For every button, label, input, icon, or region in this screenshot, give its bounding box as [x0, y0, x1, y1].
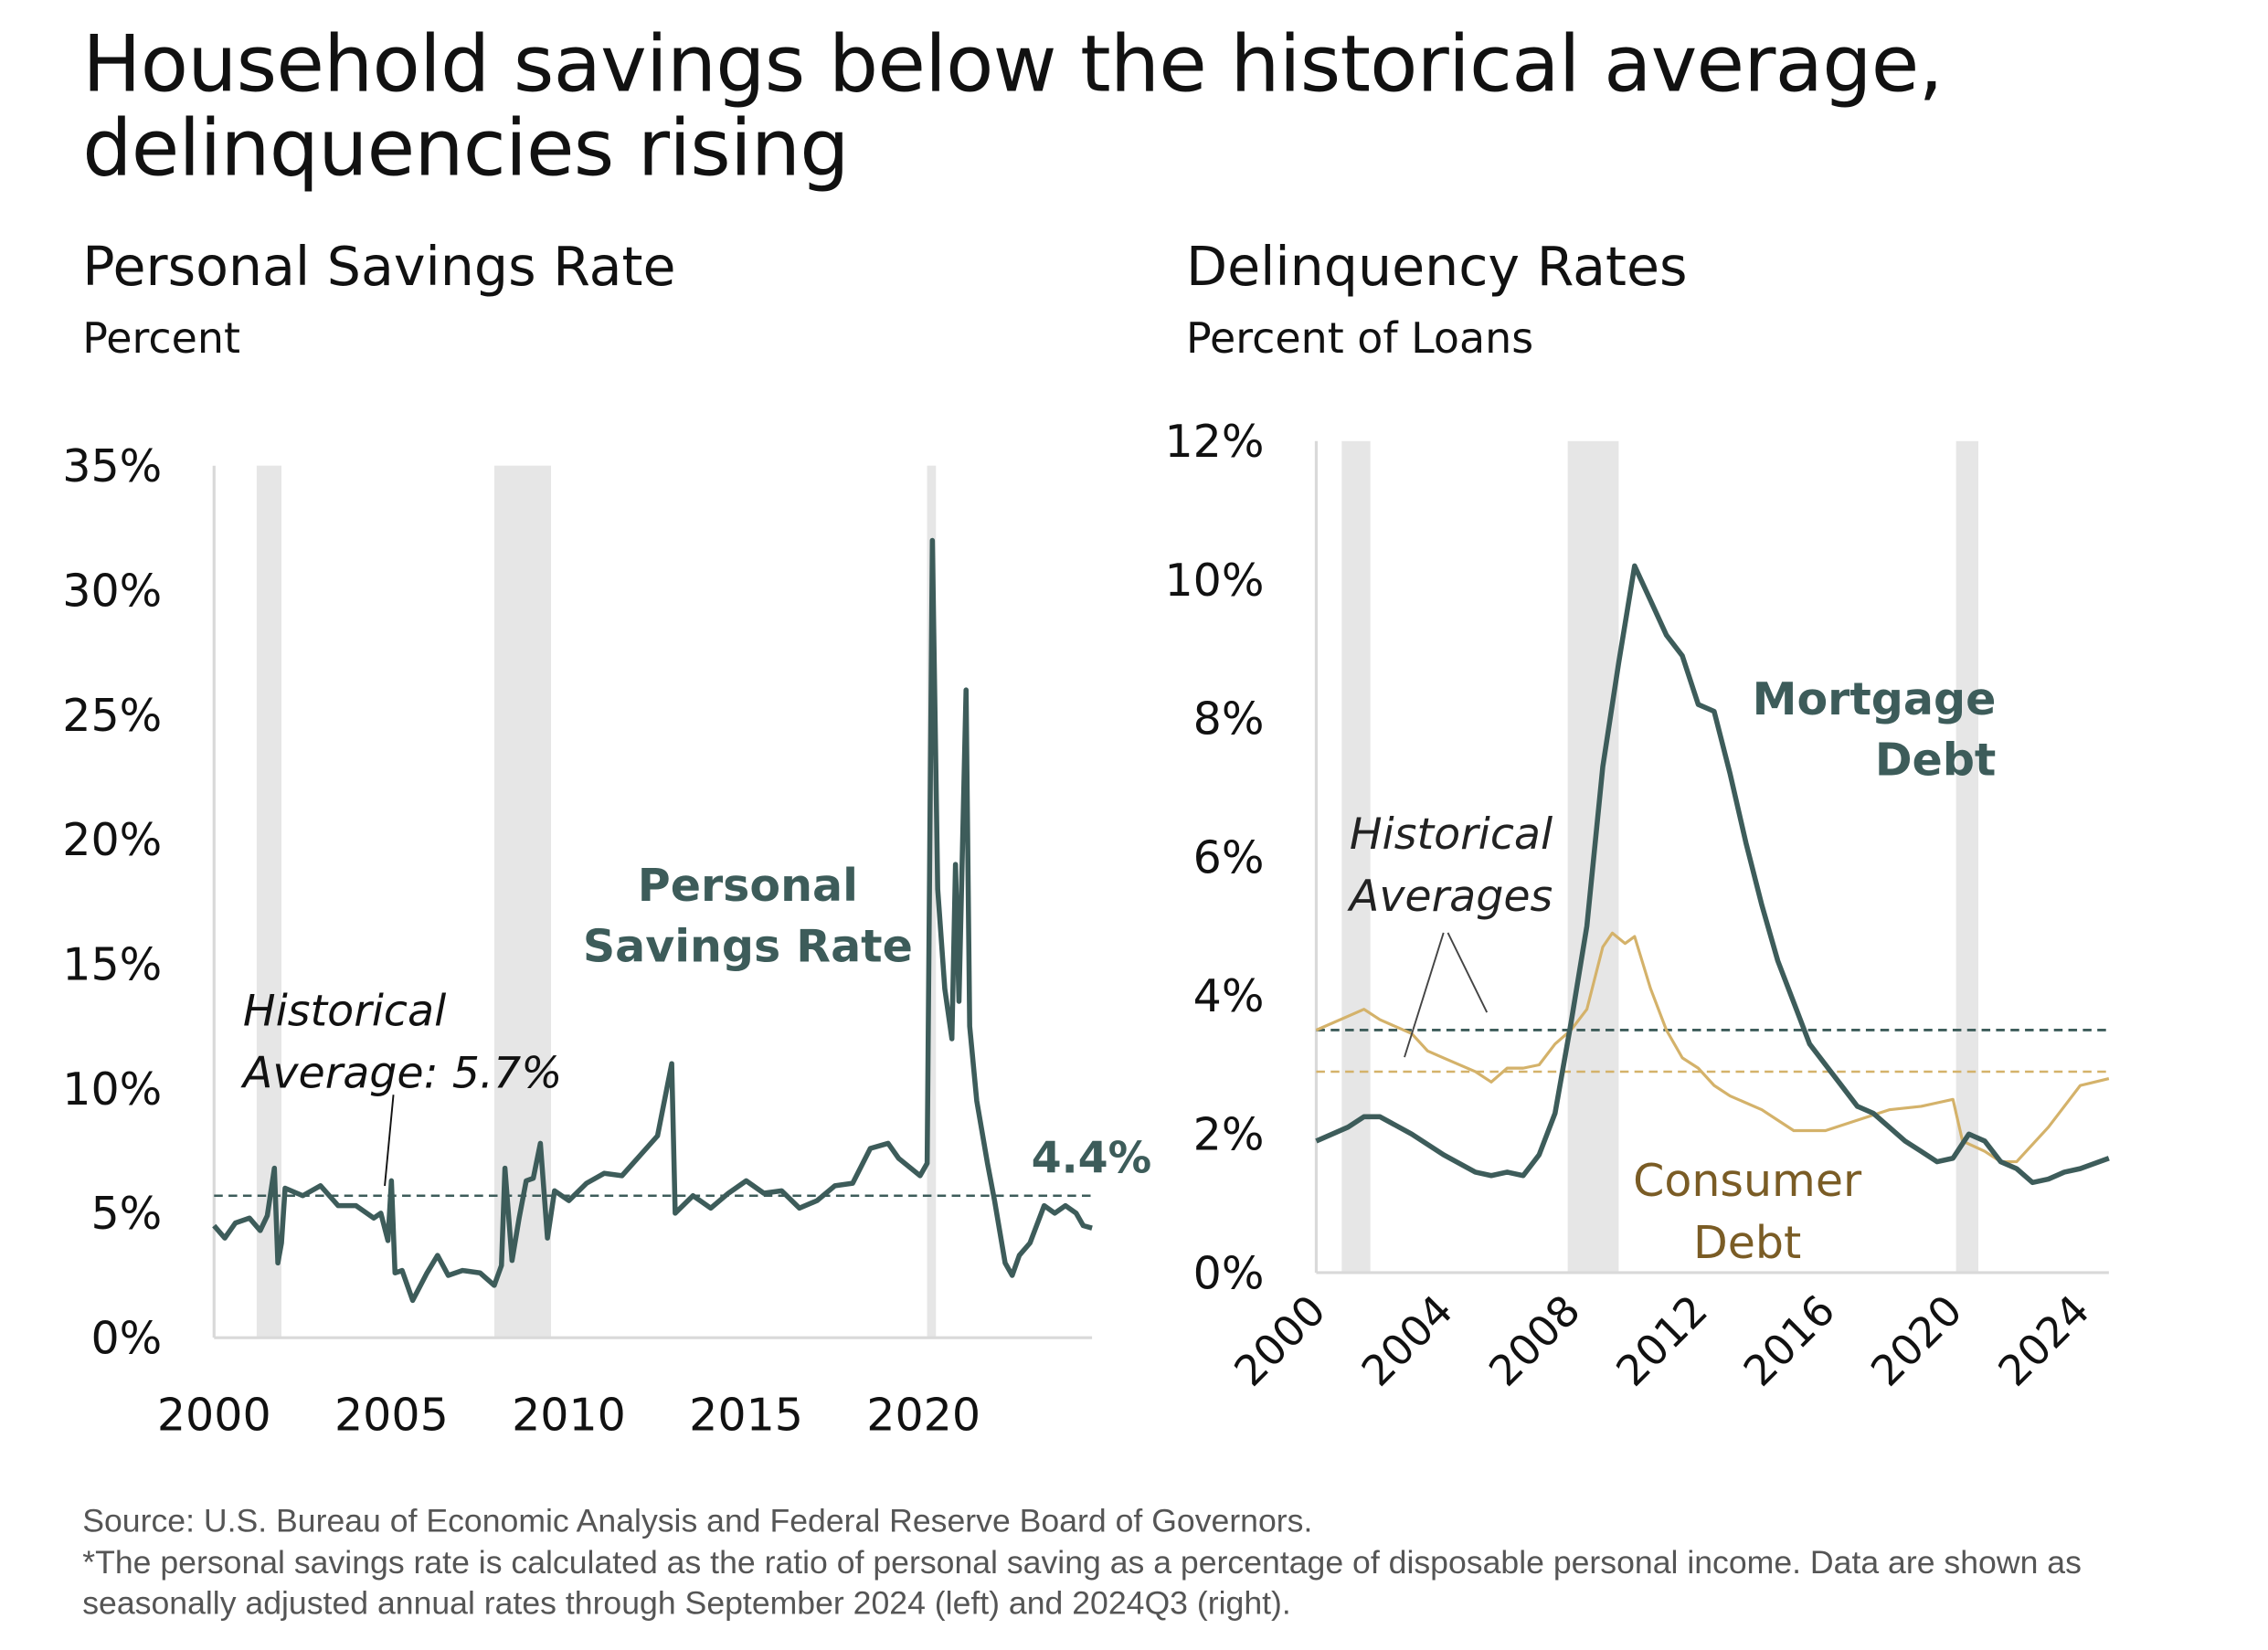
consumer-label: Debt	[1693, 1216, 1801, 1269]
title-line-1: Household savings below the historical a…	[82, 18, 1943, 111]
right-x-tick-label: 2008	[1479, 1285, 1590, 1396]
right-x-tick-label: 2020	[1861, 1285, 1972, 1396]
slide-title: Household savings below the historical a…	[82, 23, 1943, 191]
left-x-tick-label: 2005	[334, 1388, 449, 1441]
right-x-tick-label: 2000	[1224, 1285, 1335, 1396]
right-y-tick-label: 4%	[1193, 969, 1265, 1022]
last-value-label: 4.4%	[1032, 1134, 1152, 1184]
right-y-tick-label: 6%	[1193, 830, 1265, 883]
footnote: *The personal savings rate is calculated…	[82, 1543, 2082, 1622]
left-y-tick-label: 5%	[90, 1187, 162, 1240]
delinquency-average-label: Historical	[1350, 809, 1553, 860]
title-line-2: delinquencies rising	[82, 102, 849, 195]
right-y-tick-label: 12%	[1164, 415, 1264, 468]
mortgage-label: Debt	[1875, 733, 1997, 786]
right-y-tick-label: 10%	[1164, 554, 1264, 607]
left-y-tick-label: 15%	[62, 938, 162, 991]
left-y-tick-label: 25%	[62, 689, 162, 742]
left-x-tick-label: 2000	[157, 1388, 271, 1441]
left-y-tick-label: 30%	[62, 564, 162, 617]
right-chart-title: Delinquency Rates	[1185, 236, 1688, 299]
left-x-tick-label: 2015	[689, 1388, 803, 1441]
mortgage-label: Mortgage	[1753, 672, 1997, 725]
right-y-tick-label: 2%	[1193, 1108, 1265, 1161]
average-pointer-line	[1447, 932, 1489, 1013]
delinquency-average-label: Averages	[1347, 872, 1553, 922]
left-chart-unit: Percent	[82, 313, 240, 364]
left-y-tick-label: 35%	[62, 439, 162, 492]
right-x-tick-label: 2012	[1606, 1285, 1717, 1396]
mortgage-debt-line	[1315, 563, 2110, 1186]
left-y-tick-label: 20%	[62, 813, 162, 866]
right-x-tick-label: 2004	[1351, 1285, 1462, 1396]
savings-rate-line	[212, 537, 1093, 1304]
left-chart-title: Personal Savings Rate	[82, 236, 676, 299]
savings-average-label: Historical	[243, 986, 446, 1036]
left-y-tick-label: 10%	[62, 1063, 162, 1116]
average-pointer-line	[1404, 932, 1445, 1058]
right-chart-unit: Percent of Loans	[1185, 313, 1534, 364]
right-recession-band	[1341, 440, 1371, 1273]
right-x-tick-label: 2016	[1733, 1285, 1844, 1396]
consumer-debt-line	[1315, 931, 2110, 1164]
savings-average-label: Average: 5.7%	[240, 1048, 562, 1098]
source-note: Source: U.S. Bureau of Economic Analysis…	[82, 1501, 2223, 1624]
savings-series-label: Personal	[638, 859, 858, 912]
left-x-tick-label: 2010	[512, 1388, 626, 1441]
savings-series-label: Savings Rate	[583, 920, 913, 973]
average-pointer-line	[384, 1095, 395, 1187]
right-x-tick-label: 2024	[1988, 1285, 2099, 1396]
left-x-tick-label: 2020	[866, 1388, 980, 1441]
source-line: Source: U.S. Bureau of Economic Analysis…	[82, 1502, 1313, 1539]
left-y-tick-label: 0%	[90, 1312, 162, 1365]
consumer-label: Consumer	[1633, 1154, 1862, 1207]
right-y-tick-label: 0%	[1193, 1246, 1265, 1299]
right-y-tick-label: 8%	[1193, 693, 1265, 746]
